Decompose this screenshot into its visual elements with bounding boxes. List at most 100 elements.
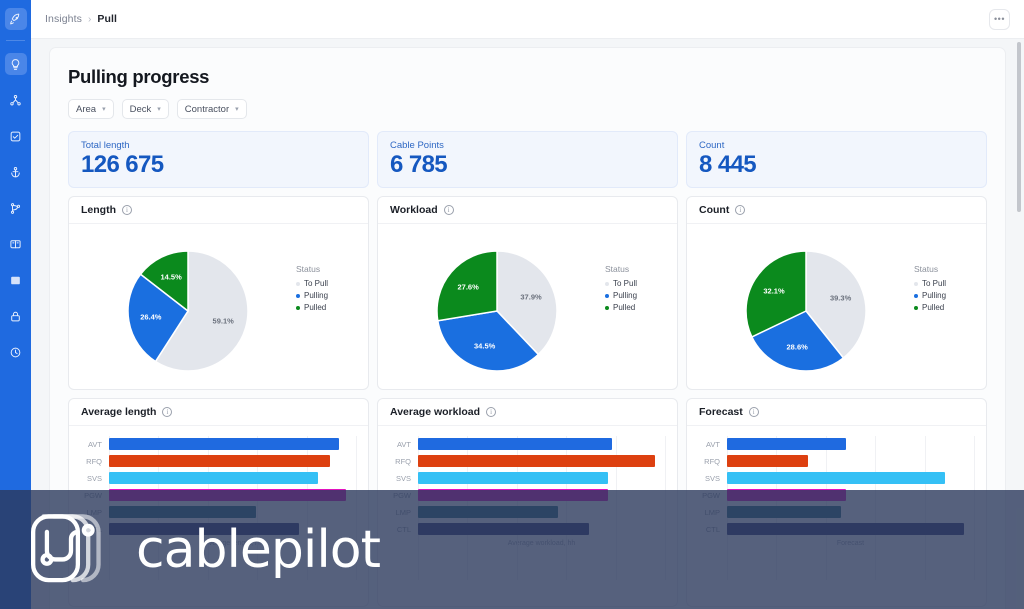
rocket-icon[interactable] bbox=[4, 8, 27, 30]
bar-track bbox=[418, 436, 665, 452]
card-header: Forecast i bbox=[687, 399, 986, 427]
legend-swatch-icon bbox=[914, 282, 918, 287]
info-icon[interactable]: i bbox=[748, 407, 759, 418]
hierarchy-icon[interactable] bbox=[5, 89, 27, 111]
card-title: Average length bbox=[81, 406, 157, 419]
legend-item-pulled[interactable]: Pulled bbox=[605, 302, 667, 314]
info-icon[interactable]: i bbox=[486, 407, 497, 418]
card-header: Average length i bbox=[69, 399, 368, 427]
pie-chart-row: Length i 59.1% 26.4% 14.5% Status To Pull … bbox=[68, 196, 987, 391]
kpi-total-length: Total length 126 675 bbox=[68, 131, 369, 189]
brand-wordmark: cablepilot bbox=[136, 519, 381, 580]
kpi-label: Total length bbox=[81, 140, 130, 151]
filter-contractor[interactable]: Contractor ▾ bbox=[176, 99, 247, 119]
legend-item-pulling[interactable]: Pulling bbox=[914, 290, 976, 302]
bar[interactable] bbox=[109, 455, 330, 468]
pie-slice-label: 28.6% bbox=[786, 342, 808, 352]
bar-track bbox=[418, 470, 665, 486]
pie-slice-label: 59.1% bbox=[212, 316, 234, 326]
bar-track bbox=[418, 453, 665, 469]
bar[interactable] bbox=[727, 455, 808, 468]
pie-chart[interactable]: 59.1% 26.4% 14.5% bbox=[79, 232, 296, 389]
checkbox-icon[interactable] bbox=[5, 125, 27, 147]
lock-icon[interactable] bbox=[5, 305, 27, 327]
bar[interactable] bbox=[109, 438, 339, 451]
legend-item-pulling[interactable]: Pulling bbox=[605, 290, 667, 302]
info-icon[interactable]: i bbox=[162, 407, 173, 418]
bar-category-label: AVT bbox=[705, 439, 720, 449]
legend-label: Pulling bbox=[922, 291, 947, 301]
bar[interactable] bbox=[727, 438, 846, 451]
pie-slice-label: 34.5% bbox=[474, 341, 496, 351]
legend-item-pulled[interactable]: Pulled bbox=[914, 302, 976, 314]
bar-track bbox=[727, 470, 974, 486]
anchor-icon[interactable] bbox=[5, 161, 27, 183]
bar-category-label: AVT bbox=[87, 439, 102, 449]
info-icon[interactable]: i bbox=[443, 205, 454, 216]
bar-category-label: SVS bbox=[395, 473, 411, 483]
clock-icon[interactable] bbox=[5, 341, 27, 363]
kpi-value: 8 445 bbox=[699, 151, 757, 178]
bar-category-label: RFQ bbox=[86, 456, 102, 466]
bar-category-label: SVS bbox=[86, 473, 102, 483]
bar-row: RFQ bbox=[697, 453, 974, 469]
pie-legend: Status To Pull Pulling Pulled bbox=[296, 232, 358, 389]
legend-item-to-pull[interactable]: To Pull bbox=[605, 278, 667, 290]
bar-track bbox=[109, 470, 356, 486]
bar[interactable] bbox=[418, 472, 608, 485]
filter-contractor-label: Contractor bbox=[184, 103, 230, 115]
pie-chart[interactable]: 37.9% 34.5% 27.6% bbox=[388, 232, 605, 389]
bar-row: AVT bbox=[79, 436, 356, 452]
kpi-label: Count bbox=[699, 140, 725, 151]
bar[interactable] bbox=[727, 472, 946, 485]
pie-slice-label: 39.3% bbox=[829, 293, 852, 303]
bar-row: SVS bbox=[388, 470, 665, 486]
grid-icon[interactable] bbox=[5, 269, 27, 291]
legend-label: Pulled bbox=[304, 303, 327, 313]
legend-item-pulled[interactable]: Pulled bbox=[296, 302, 358, 314]
lightbulb-icon[interactable] bbox=[4, 53, 27, 75]
bar-track bbox=[109, 453, 356, 469]
card-title: Forecast bbox=[699, 406, 743, 419]
page-title: Pulling progress bbox=[68, 66, 210, 87]
info-icon[interactable]: i bbox=[735, 205, 746, 216]
bar-row: SVS bbox=[79, 470, 356, 486]
book-icon[interactable] bbox=[5, 233, 27, 255]
filter-area[interactable]: Area ▾ bbox=[68, 99, 114, 119]
bar[interactable] bbox=[418, 455, 656, 468]
bar[interactable] bbox=[418, 438, 613, 451]
legend-swatch-icon bbox=[914, 306, 918, 311]
bar-track bbox=[727, 453, 974, 469]
kpi-label: Cable Points bbox=[390, 140, 444, 151]
card-title: Length bbox=[81, 204, 116, 217]
cablepilot-logo bbox=[31, 513, 101, 582]
branch-icon[interactable] bbox=[5, 197, 27, 219]
legend-label: Pulling bbox=[304, 291, 329, 301]
legend-item-to-pull[interactable]: To Pull bbox=[914, 278, 976, 290]
kpi-cable-points: Cable Points 6 785 bbox=[377, 131, 678, 189]
legend-item-pulling[interactable]: Pulling bbox=[296, 290, 358, 302]
info-icon[interactable]: i bbox=[122, 205, 132, 216]
card-header: Count i bbox=[687, 197, 986, 225]
bar-category-label: AVT bbox=[396, 439, 411, 449]
pie-legend: Status To Pull Pulling Pulled bbox=[605, 232, 667, 389]
filter-deck-label: Deck bbox=[129, 103, 152, 115]
legend-swatch-icon bbox=[296, 282, 300, 287]
legend-swatch-icon bbox=[296, 306, 300, 311]
pie-chart[interactable]: 39.3% 28.6% 32.1% bbox=[697, 232, 914, 389]
filter-deck[interactable]: Deck ▾ bbox=[121, 99, 169, 119]
bar[interactable] bbox=[109, 472, 318, 485]
breadcrumb-insights[interactable]: Insights bbox=[45, 13, 82, 25]
card-length: Length i 59.1% 26.4% 14.5% Status To Pull … bbox=[68, 196, 369, 391]
vertical-scrollbar[interactable] bbox=[1017, 42, 1021, 212]
breadcrumb-pull[interactable]: Pull bbox=[97, 13, 117, 25]
legend-title: Status bbox=[914, 264, 939, 275]
legend-swatch-icon bbox=[605, 294, 609, 299]
card-header: Length i bbox=[69, 197, 368, 225]
legend-item-to-pull[interactable]: To Pull bbox=[296, 278, 358, 290]
pie-chart-body: 59.1% 26.4% 14.5% Status To Pull Pulling P… bbox=[69, 224, 368, 389]
more-options-button[interactable]: ••• bbox=[989, 8, 1010, 30]
card-workload: Workload i 37.9% 34.5% 27.6% Status To Pul… bbox=[377, 196, 678, 391]
kpi-value: 126 675 bbox=[81, 151, 164, 178]
